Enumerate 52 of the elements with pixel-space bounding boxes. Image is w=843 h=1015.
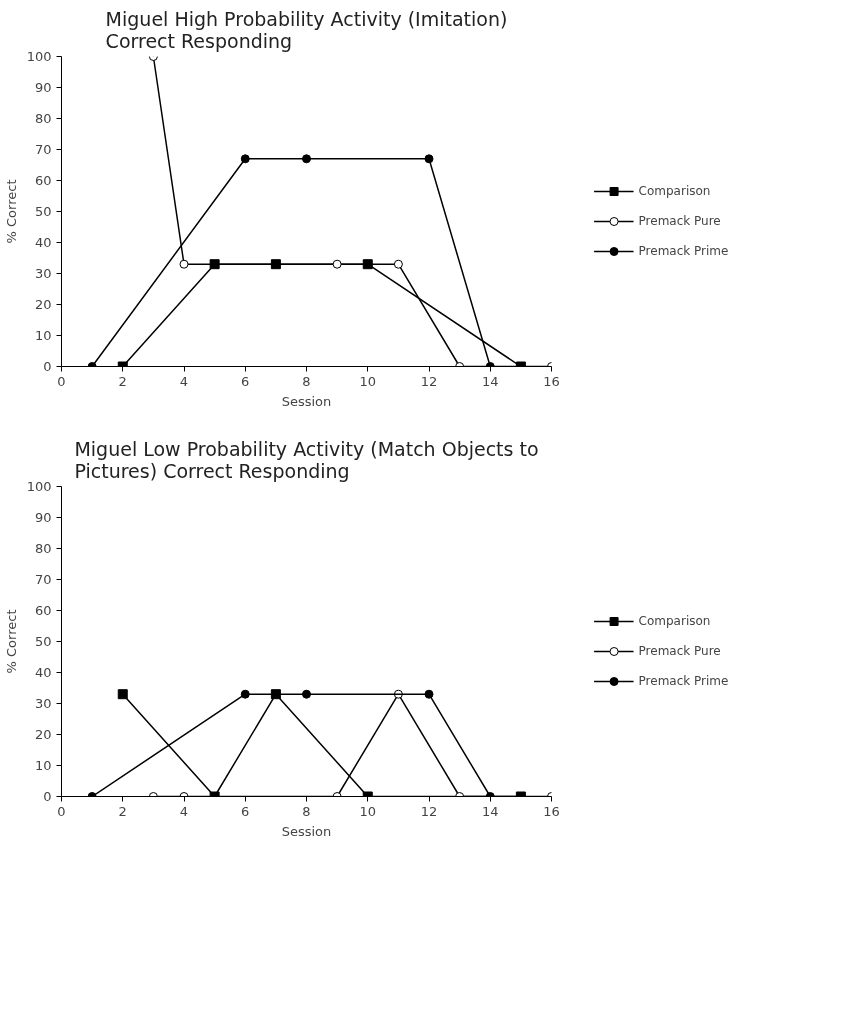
x-tick-label: 2 [118, 803, 127, 819]
chart-title: Miguel Low Probability Activity (Match Objects to Pictures) Correct Responding [74, 437, 539, 482]
y-tick-label: 70 [34, 572, 52, 587]
y-axis-title: % Correct [3, 179, 19, 244]
x-tick-label: 8 [302, 803, 311, 819]
x-axis-title: Session [281, 393, 332, 409]
x-tick-label: 12 [420, 803, 438, 819]
x-tick-label: 4 [179, 803, 189, 819]
x-tick-label: 16 [543, 803, 560, 819]
x-tick-label: 4 [179, 373, 189, 389]
y-tick-label: 90 [34, 80, 52, 95]
x-tick-label: 14 [481, 803, 499, 819]
x-tick-label: 0 [57, 803, 66, 819]
y-tick-label: 70 [34, 142, 52, 157]
y-tick-label: 80 [34, 111, 52, 126]
x-axis-title: Session [281, 823, 332, 839]
x-tick-label: 16 [543, 373, 560, 389]
legend-label: Comparison [638, 183, 711, 198]
y-tick-label: 30 [34, 266, 52, 281]
y-tick-label: 90 [34, 510, 52, 525]
x-tick-label: 0 [57, 373, 66, 389]
y-tick-label: 10 [34, 328, 52, 343]
y-tick-label: 40 [34, 235, 52, 250]
legend-label: Premack Prime [638, 243, 729, 258]
y-tick-label: 100 [26, 479, 52, 494]
legend-label: Premack Prime [638, 673, 729, 688]
y-tick-label: 50 [34, 204, 52, 219]
x-tick-label: 8 [302, 373, 311, 389]
x-tick-label: 14 [481, 373, 499, 389]
y-tick-label: 40 [34, 665, 52, 680]
x-tick-label: 12 [420, 373, 438, 389]
x-tick-label: 10 [359, 373, 377, 389]
y-tick-label: 80 [34, 541, 52, 556]
chart-title: Miguel High Probability Activity (Imitation) Correct Responding [105, 7, 508, 52]
y-tick-label: 20 [34, 297, 52, 312]
y-tick-label: 30 [34, 696, 52, 711]
y-tick-label: 0 [43, 359, 52, 374]
y-tick-label: 60 [34, 173, 52, 188]
y-tick-label: 10 [34, 758, 52, 773]
legend-label: Premack Pure [638, 643, 721, 658]
y-axis-title: % Correct [3, 609, 19, 674]
y-tick-label: 0 [43, 789, 52, 804]
legend-label: Comparison [638, 613, 711, 628]
y-tick-label: 100 [26, 49, 52, 64]
x-tick-label: 2 [118, 373, 127, 389]
x-tick-label: 10 [359, 803, 377, 819]
x-tick-label: 6 [241, 373, 250, 389]
y-tick-label: 60 [34, 603, 52, 618]
y-tick-label: 50 [34, 634, 52, 649]
legend-label: Premack Pure [638, 213, 721, 228]
y-tick-label: 20 [34, 727, 52, 742]
x-tick-label: 6 [241, 803, 250, 819]
